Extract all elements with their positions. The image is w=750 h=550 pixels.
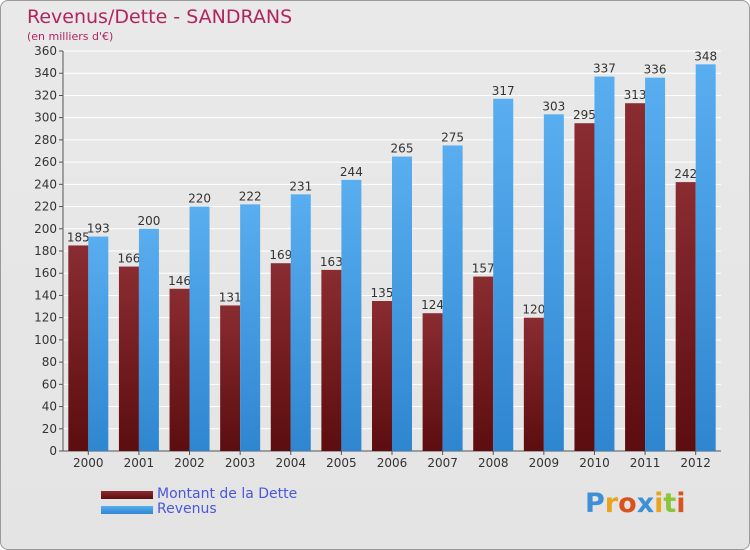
data-label: 295 <box>573 108 596 122</box>
y-tick-label: 80 <box>42 355 57 369</box>
data-label: 163 <box>320 255 343 269</box>
x-tick-label: 2011 <box>630 456 661 470</box>
y-tick-label: 220 <box>34 200 57 214</box>
y-tick-label: 360 <box>34 44 57 58</box>
data-label: 169 <box>269 248 292 262</box>
y-tick-label: 280 <box>34 133 57 147</box>
data-label: 124 <box>421 298 444 312</box>
bar-revenus <box>543 114 564 451</box>
bar-revenus <box>695 64 716 452</box>
bar-dette <box>523 317 544 451</box>
bar-dette <box>372 301 392 451</box>
data-label: 337 <box>593 62 616 76</box>
data-label: 265 <box>391 142 414 156</box>
data-label: 231 <box>289 179 312 193</box>
x-tick-label: 2012 <box>680 456 711 470</box>
bar-dette <box>220 305 241 451</box>
y-tick-label: 140 <box>34 288 57 302</box>
y-tick-label: 60 <box>42 377 57 391</box>
data-label: 157 <box>472 262 495 276</box>
bar-dette <box>675 182 696 451</box>
bar-dette <box>473 276 494 451</box>
x-tick-label: 2010 <box>579 456 610 470</box>
x-tick-label: 2005 <box>326 456 357 470</box>
chart-subtitle: (en milliers d'€) <box>27 30 114 43</box>
y-tick-label: 240 <box>34 177 57 191</box>
x-tick-label: 2007 <box>427 456 458 470</box>
data-label: 317 <box>492 84 515 98</box>
bar-revenus <box>594 76 615 452</box>
bar-revenus <box>189 206 210 451</box>
y-tick-label: 320 <box>34 88 57 102</box>
bar-dette <box>118 266 139 451</box>
y-tick-label: 160 <box>34 266 57 280</box>
data-label: 336 <box>644 63 667 77</box>
data-label: 200 <box>137 214 160 228</box>
x-tick-label: 2002 <box>174 456 205 470</box>
y-tick-label: 260 <box>34 155 57 169</box>
bar-revenus <box>493 98 514 452</box>
data-label: 313 <box>624 88 647 102</box>
y-tick-label: 200 <box>34 222 57 236</box>
bar-dette <box>422 313 443 451</box>
bar-revenus <box>138 228 159 451</box>
data-label: 166 <box>117 252 140 266</box>
x-tick-label: 2009 <box>529 456 560 470</box>
data-label: 135 <box>371 286 394 300</box>
data-label: 120 <box>522 303 545 317</box>
data-label: 193 <box>87 222 110 236</box>
data-label: 244 <box>340 165 363 179</box>
bar-revenus <box>341 179 362 451</box>
data-label: 220 <box>188 192 211 206</box>
x-tick-label: 2004 <box>275 456 306 470</box>
y-tick-label: 180 <box>34 244 57 258</box>
bar-revenus <box>88 236 109 451</box>
bar-revenus <box>442 145 463 451</box>
y-tick-label: 0 <box>49 444 57 458</box>
bar-revenus <box>240 204 261 451</box>
y-tick-label: 300 <box>34 111 57 125</box>
data-label: 146 <box>168 274 191 288</box>
x-tick-label: 2008 <box>478 456 509 470</box>
chart-title: Revenus/Dette - SANDRANS <box>27 6 293 28</box>
data-label: 131 <box>219 290 242 304</box>
y-tick-label: 100 <box>34 333 57 347</box>
data-label: 185 <box>67 230 90 244</box>
bar-dette <box>169 288 190 451</box>
y-tick-label: 120 <box>34 311 57 325</box>
legend-label-dette: Montant de la Dette <box>157 486 298 502</box>
data-label: 348 <box>694 49 717 63</box>
legend-swatch-dette <box>101 491 153 499</box>
bar-dette <box>270 263 291 451</box>
bar-revenus <box>392 156 412 452</box>
legend-swatch-revenus <box>101 506 153 514</box>
x-tick-label: 2006 <box>377 456 408 470</box>
data-label: 242 <box>674 167 697 181</box>
legend-label-revenus: Revenus <box>157 501 217 517</box>
bar-revenus <box>645 77 666 452</box>
data-label: 275 <box>441 130 464 144</box>
y-tick-label: 40 <box>42 400 57 414</box>
proxiti-logo: Proxiti <box>585 488 686 519</box>
x-tick-label: 2003 <box>225 456 256 470</box>
bar-dette <box>68 245 89 451</box>
y-tick-label: 20 <box>42 422 57 436</box>
bar-dette <box>574 123 595 451</box>
x-tick-label: 2001 <box>124 456 155 470</box>
bar-dette <box>321 269 342 451</box>
bar-revenus <box>290 194 311 452</box>
x-tick-label: 2000 <box>73 456 104 470</box>
bar-dette <box>625 103 646 451</box>
y-tick-label: 340 <box>34 66 57 80</box>
data-label: 303 <box>542 99 565 113</box>
data-label: 222 <box>239 189 262 203</box>
